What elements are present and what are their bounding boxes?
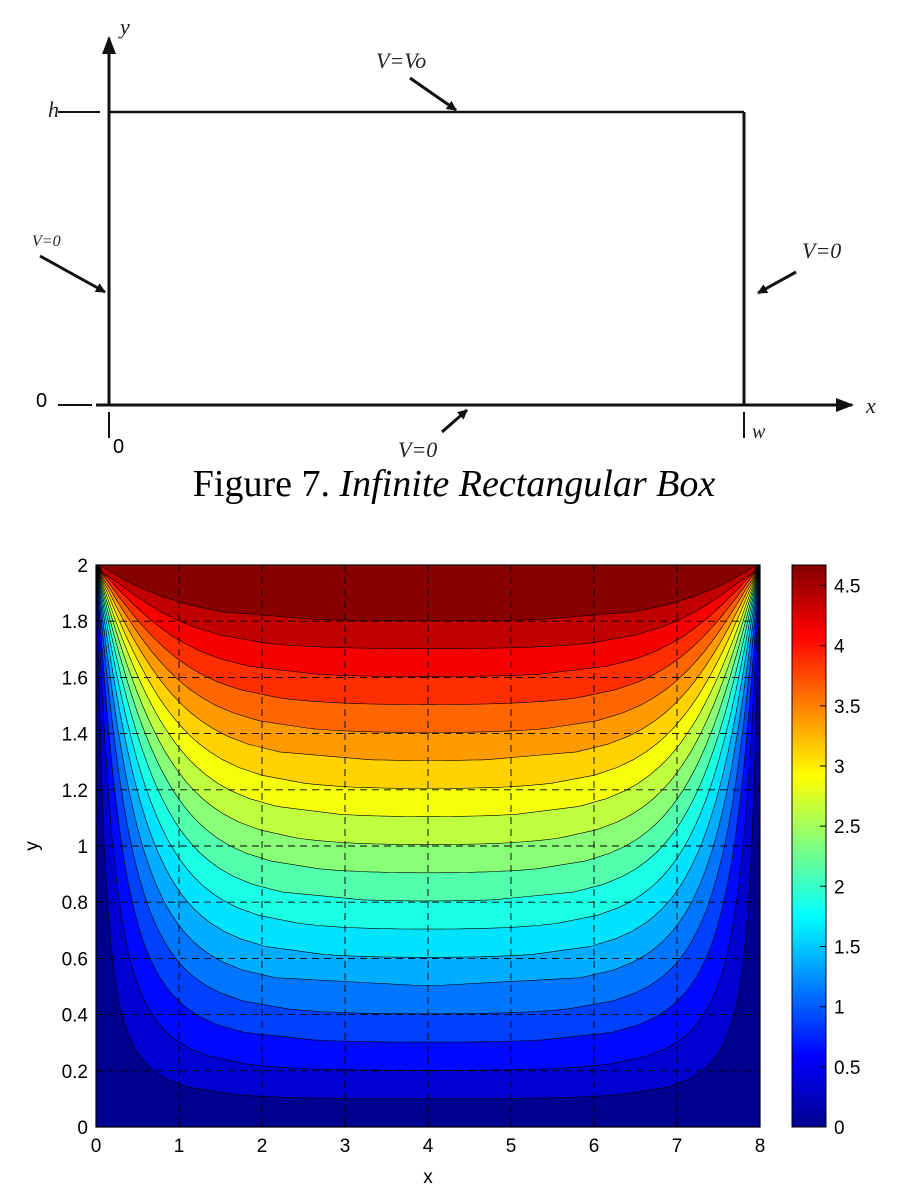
y-axis-title: y bbox=[22, 841, 43, 851]
w-label: w bbox=[752, 421, 766, 443]
boundary-diagram: y x h 0 0 w V=Vo V=0 V=0 V=0 bbox=[32, 14, 876, 462]
x-tick-label: 6 bbox=[589, 1136, 600, 1157]
colorbar-tick-label: 0.5 bbox=[834, 1058, 860, 1079]
x-tick-label: 3 bbox=[340, 1136, 351, 1157]
y-tick-label: 1 bbox=[77, 837, 88, 858]
x-tick-label: 0 bbox=[91, 1136, 102, 1157]
y-tick-label: 0.6 bbox=[62, 949, 88, 970]
origin-x-label: 0 bbox=[113, 436, 124, 458]
bottom-boundary-label: V=0 bbox=[398, 437, 437, 462]
figure-caption: Figure 7. Infinite Rectangular Box bbox=[0, 462, 908, 506]
x-tick-label: 7 bbox=[672, 1136, 683, 1157]
colorbar-tick-label: 2.5 bbox=[834, 817, 860, 838]
colorbar-tick-label: 3.5 bbox=[834, 697, 860, 718]
colorbar-tick-label: 1 bbox=[834, 998, 845, 1019]
colorbar-tick-label: 1.5 bbox=[834, 937, 860, 958]
right-boundary-arrow bbox=[757, 270, 797, 295]
y-tick-label: 0.8 bbox=[62, 893, 88, 914]
colorbar-tick-label: 0 bbox=[834, 1118, 845, 1139]
x-tick-label: 1 bbox=[174, 1136, 185, 1157]
colorbar-tick-label: 2 bbox=[834, 877, 845, 898]
colorbar-tick-label: 4.5 bbox=[834, 576, 860, 597]
y-tick-label: 1.2 bbox=[62, 781, 88, 802]
figure-title: Infinite Rectangular Box bbox=[339, 463, 716, 505]
y-tick-label: 1.4 bbox=[62, 725, 89, 746]
left-boundary-arrow bbox=[39, 254, 106, 294]
y-tick-label: 0.2 bbox=[62, 1062, 88, 1083]
y-tick-label: 1.6 bbox=[62, 668, 88, 689]
right-boundary-label: V=0 bbox=[802, 238, 841, 263]
y-tick-label: 0 bbox=[77, 1118, 88, 1139]
x-tick-label: 2 bbox=[257, 1136, 268, 1157]
figure-number: Figure 7. bbox=[192, 463, 331, 505]
colorbar bbox=[791, 564, 827, 1128]
colorbar-tick-label: 3 bbox=[834, 757, 845, 778]
top-boundary-label: V=Vo bbox=[376, 48, 426, 73]
y-tick-label: 1.8 bbox=[62, 612, 88, 633]
y-axis-label: y bbox=[118, 14, 130, 39]
x-tick-label: 4 bbox=[423, 1136, 434, 1157]
left-boundary-label: V=0 bbox=[32, 233, 61, 250]
h-label: h bbox=[48, 97, 59, 122]
top-boundary-arrow bbox=[409, 76, 457, 112]
colorbar-tick-label: 4 bbox=[834, 637, 845, 658]
origin-y-label: 0 bbox=[36, 390, 47, 412]
x-tick-label: 5 bbox=[506, 1136, 517, 1157]
y-tick-label: 2 bbox=[77, 556, 88, 577]
bottom-boundary-arrow bbox=[441, 408, 468, 434]
x-tick-label: 8 bbox=[755, 1136, 766, 1157]
x-axis-title: x bbox=[423, 1167, 433, 1188]
y-tick-label: 0.4 bbox=[62, 1006, 89, 1027]
x-axis-label: x bbox=[865, 393, 876, 418]
